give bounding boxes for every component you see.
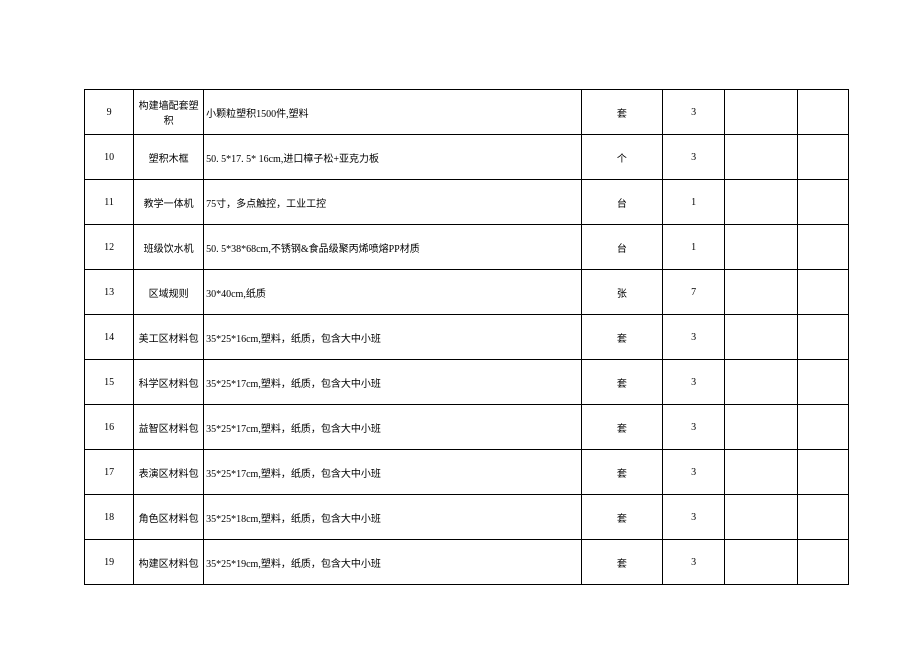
- cell-num: 19: [85, 540, 134, 585]
- cell-num: 10: [85, 135, 134, 180]
- cell-unit: 套: [581, 405, 662, 450]
- table-row: 11教学一体机75寸，多点触控，工业工控台1: [85, 180, 849, 225]
- table-row: 10塑积木框50. 5*17. 5* 16cm,进口樟子松+亚克力板个3: [85, 135, 849, 180]
- cell-unit: 张: [581, 270, 662, 315]
- cell-qty: 3: [663, 315, 725, 360]
- materials-table: 9构建墙配套塑积小颗粒塑积1500件,塑料套310塑积木框50. 5*17. 5…: [84, 89, 849, 585]
- cell-blank: [725, 180, 798, 225]
- cell-qty: 3: [663, 405, 725, 450]
- cell-spec: 35*25*16cm,塑料，纸质，包含大中小班: [204, 315, 582, 360]
- cell-name: 教学一体机: [134, 180, 204, 225]
- cell-spec: 30*40cm,纸质: [204, 270, 582, 315]
- cell-blank: [798, 270, 849, 315]
- cell-name: 区域规则: [134, 270, 204, 315]
- cell-unit: 套: [581, 90, 662, 135]
- cell-spec: 35*25*17cm,塑料，纸质，包含大中小班: [204, 450, 582, 495]
- cell-qty: 7: [663, 270, 725, 315]
- cell-blank: [798, 135, 849, 180]
- table-row: 12班级饮水机50. 5*38*68cm,不锈钢&食品级聚丙烯喷熔PP材质台1: [85, 225, 849, 270]
- table-row: 17表演区材料包35*25*17cm,塑料，纸质，包含大中小班套3: [85, 450, 849, 495]
- cell-num: 12: [85, 225, 134, 270]
- cell-unit: 套: [581, 315, 662, 360]
- cell-blank: [798, 180, 849, 225]
- cell-num: 13: [85, 270, 134, 315]
- table-row: 18角色区材料包35*25*18cm,塑料，纸质，包含大中小班套3: [85, 495, 849, 540]
- cell-name: 科学区材料包: [134, 360, 204, 405]
- cell-blank: [798, 495, 849, 540]
- cell-num: 11: [85, 180, 134, 225]
- cell-name: 班级饮水机: [134, 225, 204, 270]
- table-row: 14美工区材料包35*25*16cm,塑料，纸质，包含大中小班套3: [85, 315, 849, 360]
- cell-unit: 台: [581, 225, 662, 270]
- cell-qty: 3: [663, 450, 725, 495]
- cell-spec: 35*25*17cm,塑料，纸质，包含大中小班: [204, 360, 582, 405]
- cell-qty: 3: [663, 360, 725, 405]
- cell-qty: 3: [663, 540, 725, 585]
- cell-spec: 50. 5*17. 5* 16cm,进口樟子松+亚克力板: [204, 135, 582, 180]
- cell-spec: 35*25*17cm,塑料，纸质，包含大中小班: [204, 405, 582, 450]
- cell-unit: 套: [581, 360, 662, 405]
- table-row: 19构建区材料包35*25*19cm,塑料，纸质，包含大中小班套3: [85, 540, 849, 585]
- cell-num: 9: [85, 90, 134, 135]
- cell-name: 构建墙配套塑积: [134, 90, 204, 135]
- table-row: 15科学区材料包35*25*17cm,塑料，纸质，包含大中小班套3: [85, 360, 849, 405]
- cell-blank: [725, 405, 798, 450]
- cell-name: 益智区材料包: [134, 405, 204, 450]
- cell-blank: [725, 270, 798, 315]
- cell-qty: 3: [663, 90, 725, 135]
- cell-blank: [798, 225, 849, 270]
- table-body: 9构建墙配套塑积小颗粒塑积1500件,塑料套310塑积木框50. 5*17. 5…: [85, 90, 849, 585]
- page-container: 9构建墙配套塑积小颗粒塑积1500件,塑料套310塑积木框50. 5*17. 5…: [0, 0, 920, 651]
- cell-blank: [798, 360, 849, 405]
- table-row: 13区域规则30*40cm,纸质张7: [85, 270, 849, 315]
- cell-blank: [798, 315, 849, 360]
- cell-name: 角色区材料包: [134, 495, 204, 540]
- cell-qty: 3: [663, 495, 725, 540]
- cell-num: 14: [85, 315, 134, 360]
- cell-spec: 35*25*19cm,塑料，纸质，包含大中小班: [204, 540, 582, 585]
- cell-num: 15: [85, 360, 134, 405]
- cell-blank: [798, 405, 849, 450]
- cell-spec: 小颗粒塑积1500件,塑料: [204, 90, 582, 135]
- cell-spec: 50. 5*38*68cm,不锈钢&食品级聚丙烯喷熔PP材质: [204, 225, 582, 270]
- cell-unit: 个: [581, 135, 662, 180]
- cell-name: 塑积木框: [134, 135, 204, 180]
- cell-blank: [725, 225, 798, 270]
- cell-qty: 1: [663, 225, 725, 270]
- cell-qty: 3: [663, 135, 725, 180]
- cell-unit: 套: [581, 495, 662, 540]
- cell-num: 18: [85, 495, 134, 540]
- cell-spec: 35*25*18cm,塑料，纸质，包含大中小班: [204, 495, 582, 540]
- cell-blank: [725, 360, 798, 405]
- cell-blank: [798, 450, 849, 495]
- table-row: 9构建墙配套塑积小颗粒塑积1500件,塑料套3: [85, 90, 849, 135]
- table-row: 16益智区材料包35*25*17cm,塑料，纸质，包含大中小班套3: [85, 405, 849, 450]
- cell-name: 构建区材料包: [134, 540, 204, 585]
- cell-unit: 台: [581, 180, 662, 225]
- cell-unit: 套: [581, 450, 662, 495]
- cell-blank: [798, 90, 849, 135]
- cell-blank: [725, 135, 798, 180]
- cell-num: 16: [85, 405, 134, 450]
- cell-num: 17: [85, 450, 134, 495]
- cell-spec: 75寸，多点触控，工业工控: [204, 180, 582, 225]
- cell-blank: [725, 450, 798, 495]
- cell-blank: [725, 540, 798, 585]
- cell-qty: 1: [663, 180, 725, 225]
- cell-name: 表演区材料包: [134, 450, 204, 495]
- cell-blank: [725, 90, 798, 135]
- cell-name: 美工区材料包: [134, 315, 204, 360]
- cell-blank: [725, 495, 798, 540]
- cell-unit: 套: [581, 540, 662, 585]
- cell-blank: [798, 540, 849, 585]
- cell-blank: [725, 315, 798, 360]
